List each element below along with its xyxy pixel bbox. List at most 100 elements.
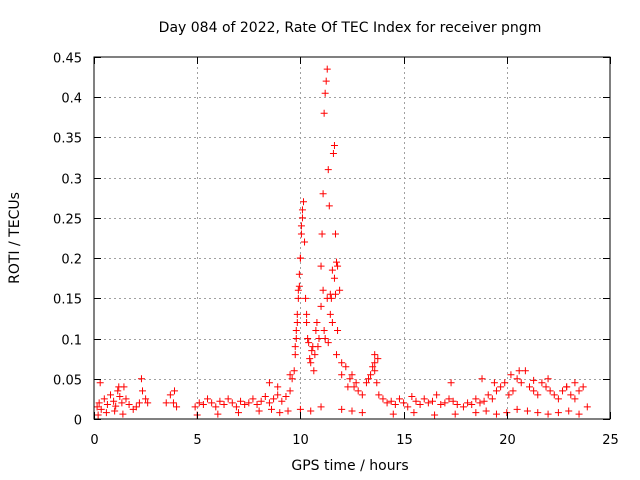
x-tick-label: 15 [396,433,413,448]
chart-title: Day 084 of 2022, Rate Of TEC Index for r… [159,20,542,36]
data-point [509,387,517,395]
data-point [208,399,216,407]
data-point [320,109,328,117]
data-point [96,379,104,387]
data-point [228,399,236,407]
data-point [298,206,306,214]
data-point [314,343,322,351]
data-point [305,339,313,347]
data-point [100,395,108,403]
data-point [319,286,327,294]
y-tick-label: 0.05 [53,374,82,389]
data-point [199,401,207,409]
data-point [234,409,242,417]
data-point [333,351,341,359]
data-point [320,327,328,335]
data-point [249,395,257,403]
data-point [307,359,315,367]
data-point [478,375,486,383]
data-point [162,399,170,407]
data-point [447,379,455,387]
data-point [303,318,311,326]
data-point [505,391,513,399]
data-point [449,397,457,405]
data-points [93,65,591,419]
data-point [220,401,228,409]
data-point [102,409,110,417]
data-point [282,392,290,400]
data-point [324,339,332,347]
x-tick-label: 25 [602,433,619,448]
data-point [265,379,273,387]
data-point [490,379,498,387]
data-point [170,387,178,395]
data-point [484,391,492,399]
data-point [323,294,331,302]
y-tick-label: 0.35 [53,132,82,147]
data-point [112,402,120,410]
data-point [298,214,306,222]
data-point [288,375,296,383]
data-point [579,383,587,391]
data-point [306,355,314,363]
data-point [317,262,325,270]
x-tick-label: 5 [193,433,201,448]
data-point [119,410,127,418]
data-point [304,335,312,343]
data-point [497,383,505,391]
data-point [93,403,101,411]
data-point [400,399,408,407]
data-point [110,397,118,405]
data-point [453,401,461,409]
data-point [328,266,336,274]
data-point [321,335,329,343]
data-point [416,401,424,409]
data-point [313,318,321,326]
data-point [575,387,583,395]
data-point [114,387,122,395]
y-tick-label: 0.1 [61,334,82,349]
data-point [563,383,571,391]
data-point [116,392,124,400]
data-point [534,391,542,399]
x-tick-label: 0 [90,433,98,448]
data-point [554,409,562,417]
data-point [204,395,212,403]
data-point [433,391,441,399]
data-point [325,202,333,210]
data-point [302,294,310,302]
data-point [451,410,459,418]
data-point [374,355,382,363]
data-point [297,230,305,238]
data-point [142,395,150,403]
data-point [284,407,292,415]
data-point [492,387,500,395]
data-point [326,310,334,318]
data-point [274,391,282,399]
data-point [336,286,344,294]
data-point [404,403,412,411]
data-point [295,282,303,290]
data-point [317,403,325,411]
data-point [139,387,147,395]
data-point [286,387,294,395]
y-tick-label: 0.4 [61,92,82,107]
data-point [212,403,220,411]
data-point [424,399,432,407]
data-point [103,401,111,409]
data-point [517,379,525,387]
x-tick-label: 10 [292,433,309,448]
data-point [308,347,316,355]
data-point [459,403,467,411]
data-point [328,318,336,326]
data-point [358,391,366,399]
data-point [488,395,496,403]
data-point [567,391,575,399]
data-point [253,401,261,409]
data-point [371,367,379,375]
data-point [317,302,325,310]
data-point [472,395,480,403]
data-point [575,410,583,418]
data-point [369,363,377,371]
data-point [319,190,327,198]
